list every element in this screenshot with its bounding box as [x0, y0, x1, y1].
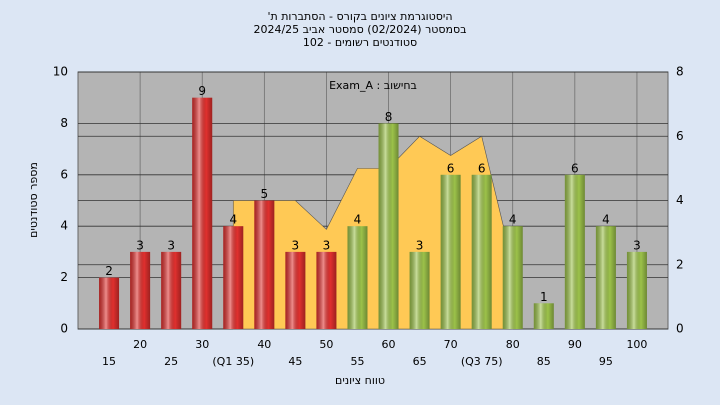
x-tick-label: (Q3 75)	[461, 355, 503, 368]
bar-shade	[316, 251, 337, 329]
bar-shade	[502, 226, 523, 329]
x-tick-label: (Q1 35)	[212, 355, 254, 368]
x-tick-label: 40	[257, 338, 271, 351]
value-label: 3	[136, 238, 144, 252]
x-tick-label: 45	[288, 355, 302, 368]
value-label: 3	[292, 238, 300, 252]
value-label: 9	[198, 84, 206, 98]
y2-tick-label: 6	[676, 129, 684, 143]
value-label: 4	[602, 213, 610, 227]
value-label: 4	[354, 213, 362, 227]
x-tick-label: 30	[195, 338, 209, 351]
value-label: 4	[229, 213, 237, 227]
value-label: 3	[167, 238, 175, 252]
value-label: 8	[385, 110, 393, 124]
x-tick-label: 95	[599, 355, 613, 368]
y-axis-label: מספר סטודנטים	[27, 162, 40, 238]
bar-shade	[378, 123, 399, 330]
bar-shade	[99, 277, 120, 329]
value-label: 6	[447, 161, 455, 175]
bar-shade	[564, 174, 585, 329]
bar-shade	[130, 251, 151, 329]
x-tick-label: 90	[568, 338, 582, 351]
bar-shade	[409, 251, 430, 329]
bar-shade	[347, 226, 368, 329]
y-tick-label: 6	[60, 167, 68, 181]
y-tick-label: 0	[60, 322, 68, 336]
y-tick-label: 4	[60, 219, 68, 233]
y2-tick-label: 2	[676, 257, 684, 271]
x-axis-label: טווח ציונים	[335, 374, 385, 387]
x-tick-label: 20	[133, 338, 147, 351]
y-tick-label: 10	[53, 65, 68, 79]
bar-shade	[626, 251, 647, 329]
bar-shade	[533, 303, 554, 329]
value-label: 1	[540, 290, 548, 304]
value-label: 3	[323, 238, 331, 252]
value-label: 2	[105, 264, 113, 278]
bar-shade	[471, 174, 492, 329]
bar-shade	[285, 251, 306, 329]
chart-subtitle: סטודנטים רשומים - 102	[303, 36, 417, 49]
x-tick-label: 65	[413, 355, 427, 368]
x-tick-label: 80	[506, 338, 520, 351]
bar-shade	[223, 226, 244, 329]
x-tick-label: 25	[164, 355, 178, 368]
bar-shade	[440, 174, 461, 329]
y-tick-label: 2	[60, 270, 68, 284]
value-label: 3	[416, 238, 424, 252]
x-tick-label: 100	[626, 338, 647, 351]
value-label: 6	[571, 161, 579, 175]
bar-shade	[254, 200, 275, 329]
value-label: 5	[260, 187, 268, 201]
x-tick-label: 70	[444, 338, 458, 351]
value-label: 6	[478, 161, 486, 175]
chart-subtitle: בסמסטר (02/2024) סמסטר אביב 2024/25	[253, 23, 466, 36]
y2-tick-label: 4	[676, 193, 684, 207]
y2-tick-label: 0	[676, 322, 684, 336]
x-tick-label: 15	[102, 355, 116, 368]
x-tick-label: 50	[319, 338, 333, 351]
bar-shade	[595, 226, 616, 329]
y-tick-label: 8	[60, 116, 68, 130]
annotation: בחישוב : Exam_A	[329, 79, 417, 92]
value-label: 3	[633, 238, 641, 252]
x-tick-label: 60	[382, 338, 396, 351]
x-tick-label: 55	[350, 355, 364, 368]
y2-tick-label: 8	[676, 65, 684, 79]
chart-title: היסטוגרמת ציונים בקורס - הסתברות ת'	[267, 10, 452, 23]
bar-shade	[161, 251, 182, 329]
value-label: 4	[509, 213, 517, 227]
x-tick-label: 85	[537, 355, 551, 368]
bar-shade	[192, 97, 213, 329]
